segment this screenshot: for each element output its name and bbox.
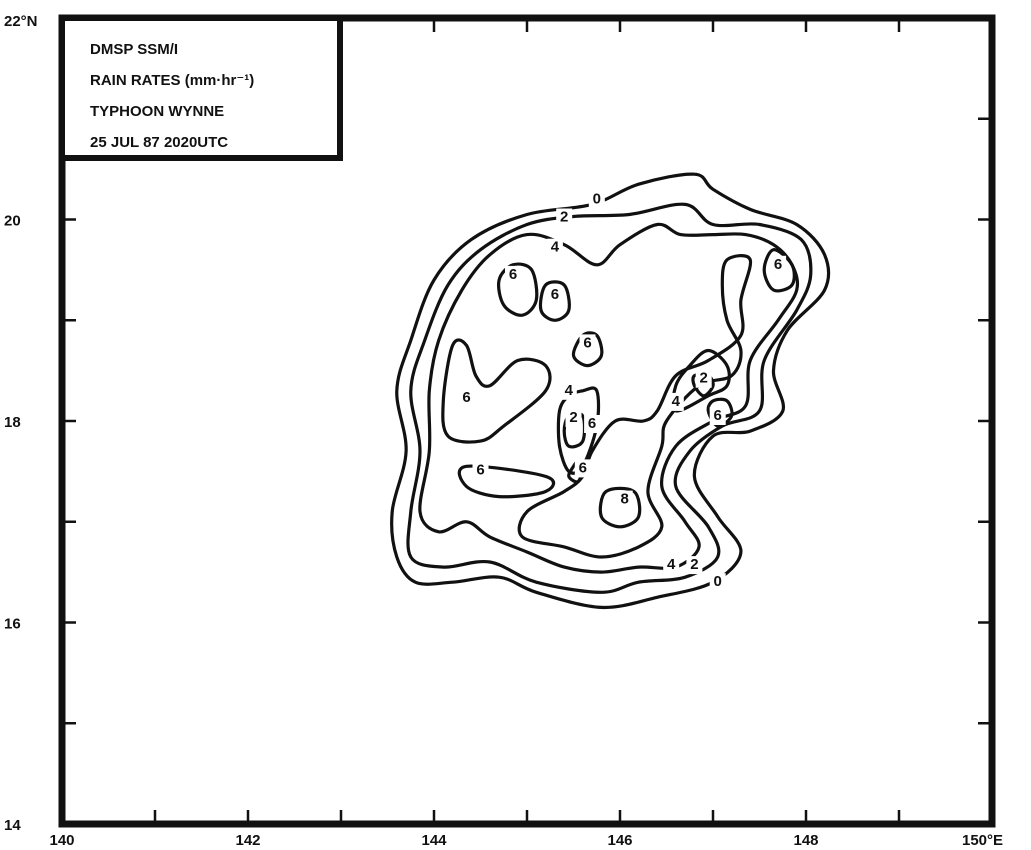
contour-label-background <box>546 238 563 257</box>
contour-label-background <box>505 265 521 284</box>
contour-label-background <box>588 190 605 209</box>
contour-label-background <box>667 392 684 411</box>
y-tick-label: 22°N <box>4 13 38 30</box>
legend-line-units: RAIN RATES (mm·hr⁻¹) <box>90 72 254 89</box>
contour-label-background <box>584 415 601 433</box>
x-tick-label: 140 <box>49 832 74 849</box>
contour-label-background <box>695 369 712 388</box>
contour-label: 6 <box>551 286 559 303</box>
contour-label: 8 <box>621 491 629 508</box>
contour-label-background <box>663 556 680 575</box>
contour-label: 6 <box>583 334 591 351</box>
contour-6-9 <box>517 254 753 559</box>
contour-label: 6 <box>462 389 470 406</box>
contour-label: 4 <box>667 556 676 573</box>
y-tick-label: 16 <box>4 616 21 633</box>
contour-layer <box>390 172 831 610</box>
contour-label-background <box>709 573 726 592</box>
contour-label-background <box>686 556 703 575</box>
y-tick-label: 20 <box>4 213 21 230</box>
contour-label: 0 <box>593 190 601 207</box>
contour-6-4 <box>538 280 571 322</box>
contour-8-16 <box>598 486 642 529</box>
contour-label-background <box>458 388 475 407</box>
contour-label: 6 <box>476 461 484 478</box>
contour-label-background <box>616 490 633 509</box>
x-tick-label: 150°E <box>962 832 1003 849</box>
contour-label: 6 <box>579 459 587 476</box>
contour-label-background <box>546 286 563 305</box>
contour-label-background <box>709 407 726 425</box>
y-tick-label: 18 <box>4 414 21 431</box>
x-tick-label: 146 <box>607 832 632 849</box>
legend-line-datetime: 25 JUL 87 2020UTC <box>90 134 228 151</box>
contour-label: 6 <box>774 256 782 273</box>
legend-line-storm: TYPHOON WYNNE <box>90 103 224 120</box>
contour-label: 2 <box>569 409 577 426</box>
plot-frame <box>58 14 996 828</box>
contour-label-background <box>560 381 577 400</box>
contour-label: 4 <box>551 239 560 256</box>
contour-label-background <box>565 409 582 427</box>
contour-4-10 <box>671 348 731 413</box>
contour-label: 4 <box>565 382 574 399</box>
contour-label: 6 <box>509 266 517 283</box>
contour-label-background <box>556 208 573 227</box>
legend-box-border <box>59 15 343 161</box>
legend-box: DMSP SSM/I RAIN RATES (mm·hr⁻¹) TYPHOON … <box>59 15 343 161</box>
contour-4-2 <box>418 222 800 574</box>
contour-2-1 <box>406 202 813 594</box>
contour-2-14 <box>562 411 587 449</box>
contour-6-5 <box>571 331 604 368</box>
contour-6-6 <box>441 338 552 444</box>
legend-line-sensor: DMSP SSM/I <box>90 41 178 58</box>
contour-label: 0 <box>714 573 722 590</box>
contour-label: 6 <box>588 415 596 432</box>
contour-6-8 <box>762 248 796 293</box>
contour-label: 2 <box>690 556 698 573</box>
contour-6-7 <box>457 464 556 499</box>
x-tick-label: 142 <box>235 832 260 849</box>
contour-label-background <box>574 459 591 478</box>
y-tick-label: 14 <box>4 817 21 834</box>
x-tick-label: 148 <box>793 832 818 849</box>
contour-label: 2 <box>700 370 708 387</box>
contour-label-background <box>770 255 787 274</box>
contour-label: 2 <box>560 208 568 225</box>
contour-label-background <box>472 461 489 480</box>
contour-label-background <box>579 334 596 353</box>
contour-label: 6 <box>714 407 722 424</box>
contour-label: 4 <box>672 393 681 410</box>
contour-6-3 <box>497 262 539 317</box>
x-tick-label: 144 <box>421 832 447 849</box>
